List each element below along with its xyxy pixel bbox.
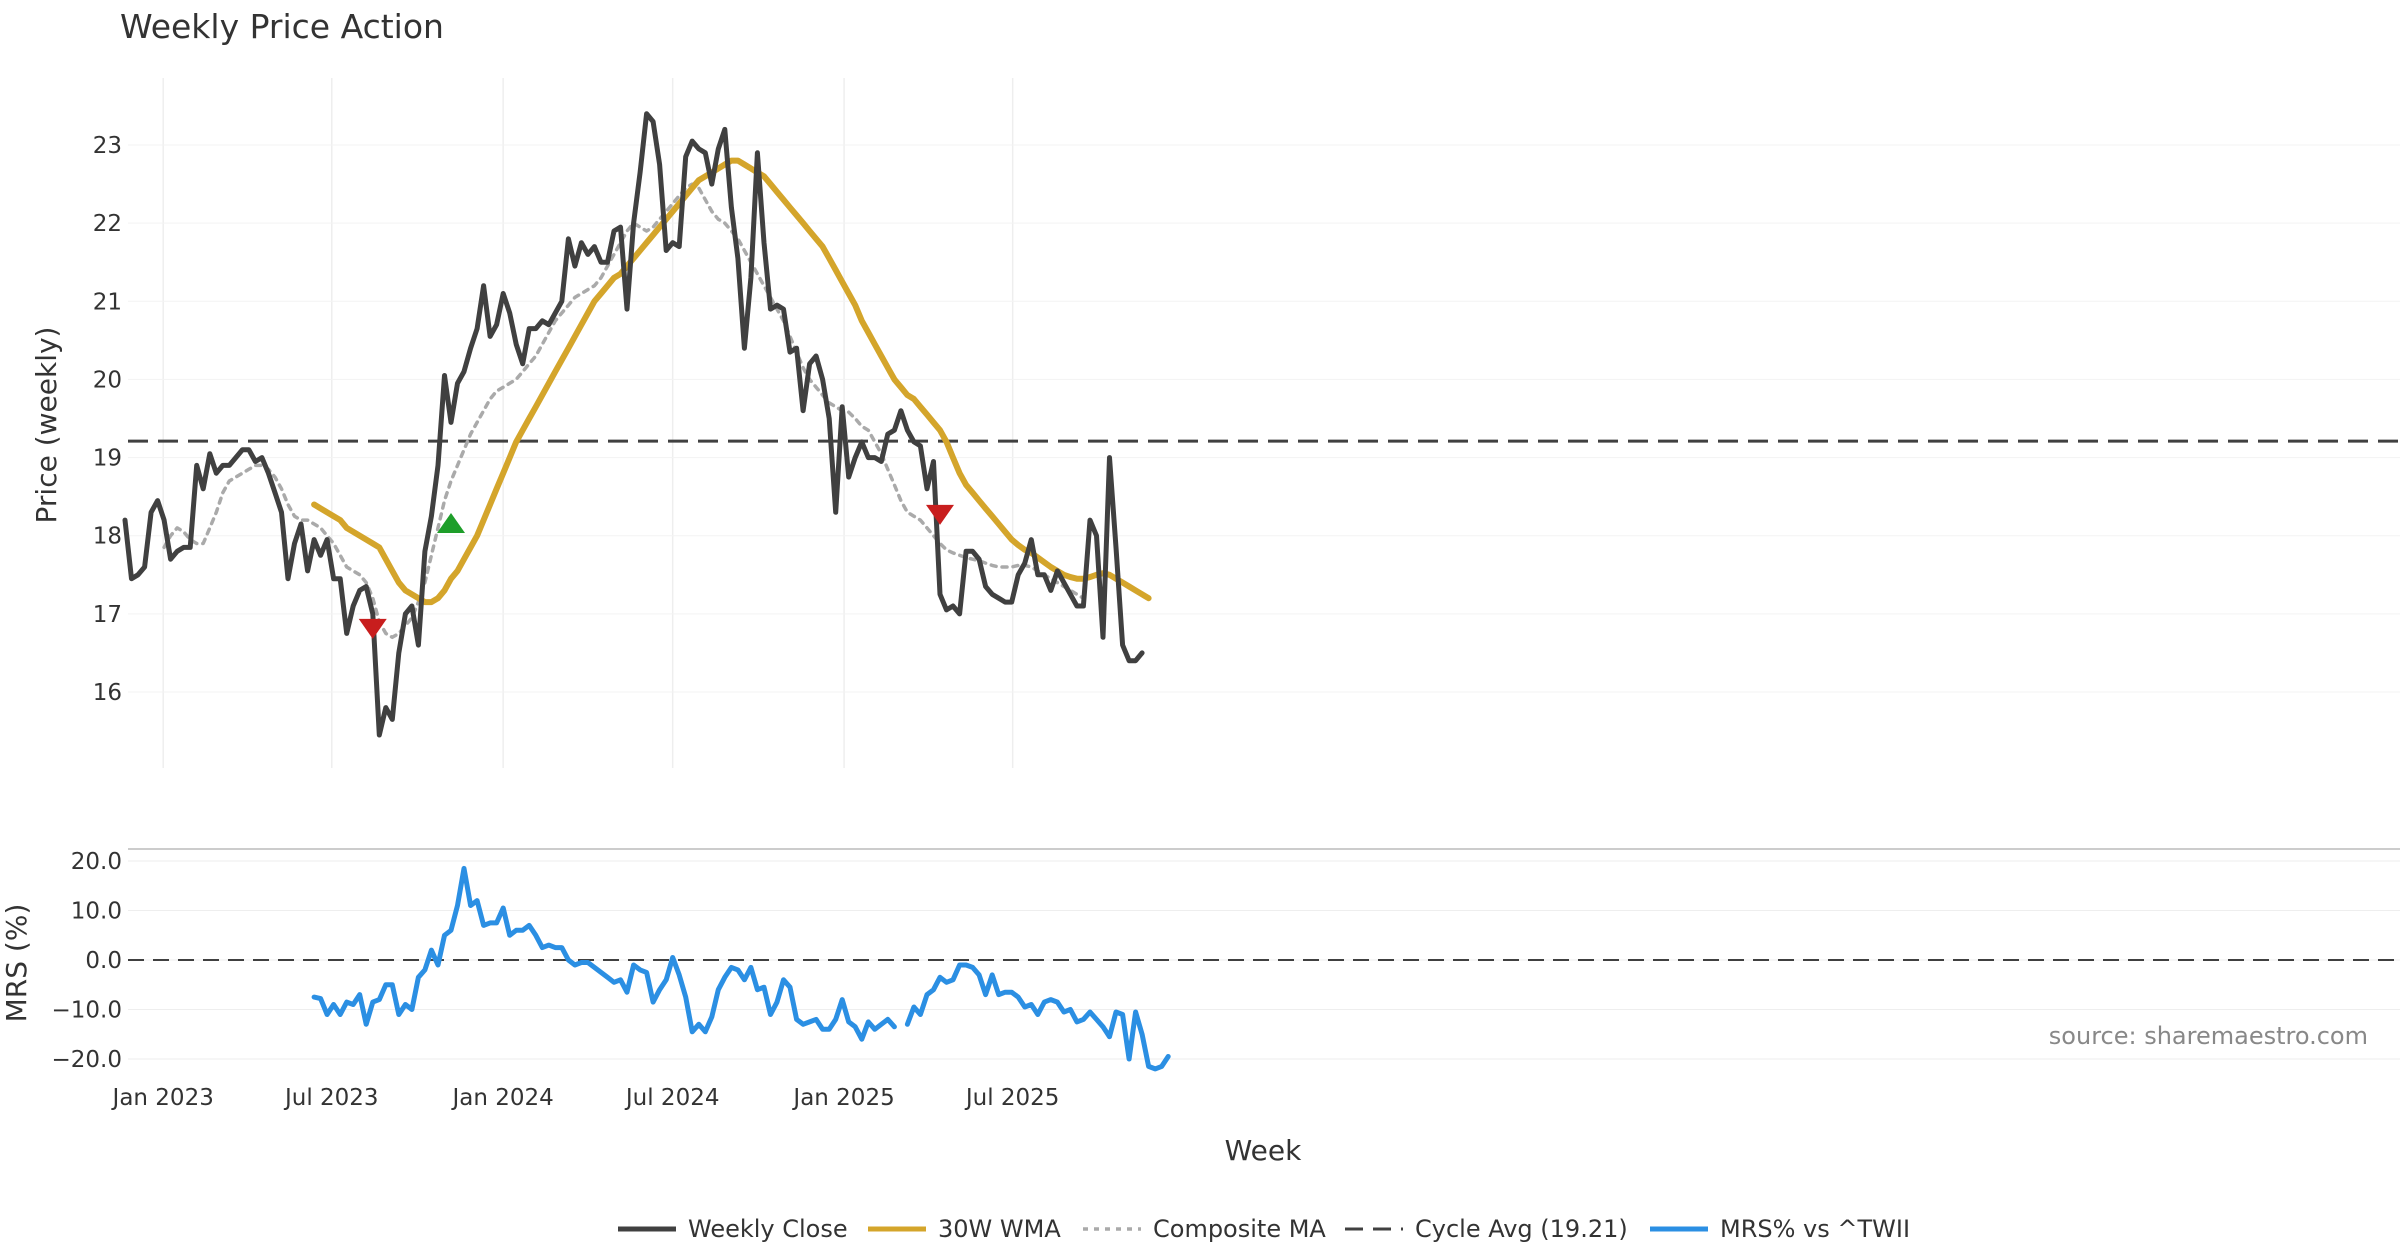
- signal-down-marker: [926, 504, 954, 525]
- signal-up-marker: [437, 512, 465, 533]
- mrs-y-tick-label: 0.0: [85, 948, 122, 974]
- price-series: [122, 111, 1152, 738]
- price-y-ticks: 16 17 18 19 20 21 22 23: [93, 133, 122, 706]
- price-y-tick-label: 17: [93, 602, 122, 628]
- price-y-tick-label: 22: [93, 211, 122, 237]
- mrs-line-segment: [904, 962, 1171, 1072]
- x-axis-label: Week: [1225, 1134, 1302, 1167]
- x-tick-label: Jan 2023: [111, 1085, 214, 1111]
- legend-label: Cycle Avg (19.21): [1415, 1215, 1628, 1243]
- mrs-y-tick-label: 20.0: [71, 849, 122, 875]
- mrs-y-tick-label: 10.0: [71, 899, 122, 925]
- price-y-tick-label: 19: [93, 446, 122, 472]
- signal-markers: [358, 504, 954, 639]
- mrs-series: [311, 865, 1171, 1072]
- legend-label: MRS% vs ^TWII: [1720, 1215, 1910, 1243]
- mrs-y-tick-label: −10.0: [52, 998, 122, 1024]
- legend: Weekly Close 30W WMA Composite MA Cycle Avg…: [618, 1215, 1910, 1243]
- x-tick-label: Jan 2025: [791, 1085, 894, 1111]
- legend-label: 30W WMA: [938, 1215, 1061, 1243]
- price-y-tick-label: 23: [93, 133, 122, 159]
- price-y-tick-label: 20: [93, 367, 122, 393]
- x-tick-label: Jul 2023: [283, 1085, 379, 1111]
- legend-label: Composite MA: [1153, 1215, 1326, 1243]
- weekly-close-line: [122, 111, 1145, 738]
- 30w-wma-line: [311, 157, 1152, 606]
- x-tick-label: Jul 2024: [624, 1085, 720, 1111]
- mrs-y-ticks: 20.0 10.0 0.0 −10.0 −20.0: [52, 849, 122, 1073]
- signal-down-marker: [358, 618, 387, 639]
- price-y-tick-label: 21: [93, 289, 122, 315]
- source-note: source: sharemaestro.com: [2049, 1022, 2368, 1050]
- x-axis-ticks: Jan 2023 Jul 2023 Jan 2024 Jul 2024 Jan 2025…: [111, 1085, 1060, 1111]
- price-y-tick-label: 18: [93, 524, 122, 550]
- mrs-y-axis-label: MRS (%): [0, 904, 33, 1023]
- mrs-y-tick-label: −20.0: [52, 1047, 122, 1073]
- chart-title: Weekly Price Action: [120, 7, 444, 46]
- price-y-axis-label: Price (weekly): [30, 327, 63, 524]
- x-tick-label: Jul 2025: [964, 1085, 1060, 1111]
- price-y-tick-label: 16: [93, 680, 122, 706]
- legend-label: Weekly Close: [688, 1215, 848, 1243]
- mrs-line-segment: [311, 865, 897, 1042]
- x-tick-label: Jan 2024: [451, 1085, 554, 1111]
